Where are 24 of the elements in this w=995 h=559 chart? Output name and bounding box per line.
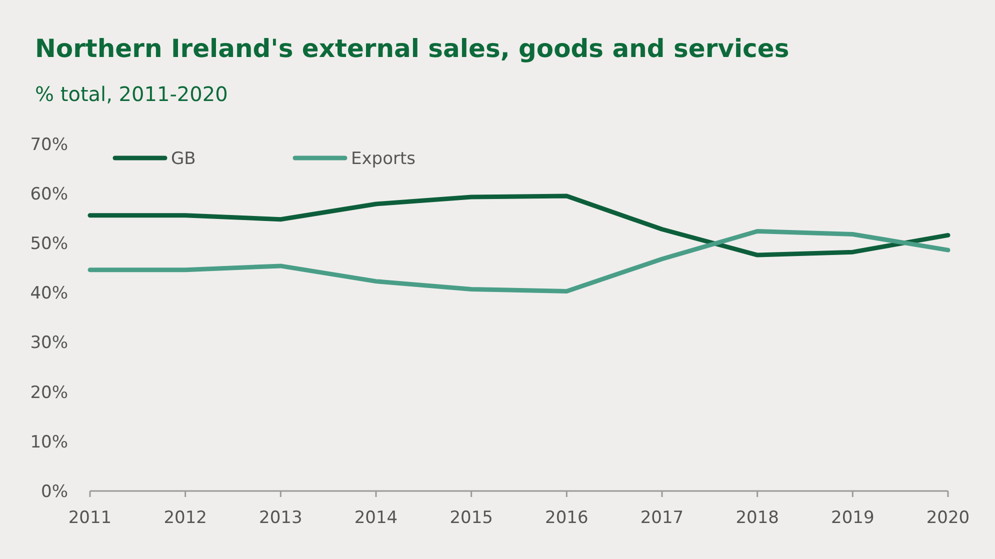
x-tick-label: 2020 bbox=[926, 508, 970, 528]
legend-label: Exports bbox=[351, 148, 416, 169]
x-tick-label: 2017 bbox=[640, 508, 684, 528]
x-tick-label: 2012 bbox=[164, 508, 207, 528]
chart-subtitle: % total, 2011-2020 bbox=[35, 82, 228, 106]
y-tick-label: 20% bbox=[30, 382, 68, 403]
x-tick-label: 2011 bbox=[68, 508, 112, 528]
x-tick-label: 2015 bbox=[450, 508, 493, 528]
x-tick-label: 2016 bbox=[545, 508, 588, 528]
y-tick-label: 40% bbox=[30, 284, 68, 304]
x-tick-label: 2014 bbox=[354, 508, 398, 528]
y-tick-label: 30% bbox=[30, 333, 68, 354]
y-tick-label: 50% bbox=[30, 234, 68, 254]
legend-label: GB bbox=[171, 148, 196, 169]
y-tick-label: 0% bbox=[41, 482, 68, 502]
chart-title: Northern Ireland's external sales, goods and services bbox=[35, 34, 790, 63]
x-tick-label: 2018 bbox=[736, 508, 779, 528]
y-tick-label: 60% bbox=[30, 184, 68, 205]
x-tick-label: 2019 bbox=[831, 508, 874, 528]
line-series bbox=[88, 228, 950, 294]
y-tick-label: 70% bbox=[30, 134, 68, 155]
x-tick-label: 2013 bbox=[259, 508, 302, 528]
line-series bbox=[88, 194, 950, 258]
y-tick-label: 10% bbox=[30, 432, 68, 452]
